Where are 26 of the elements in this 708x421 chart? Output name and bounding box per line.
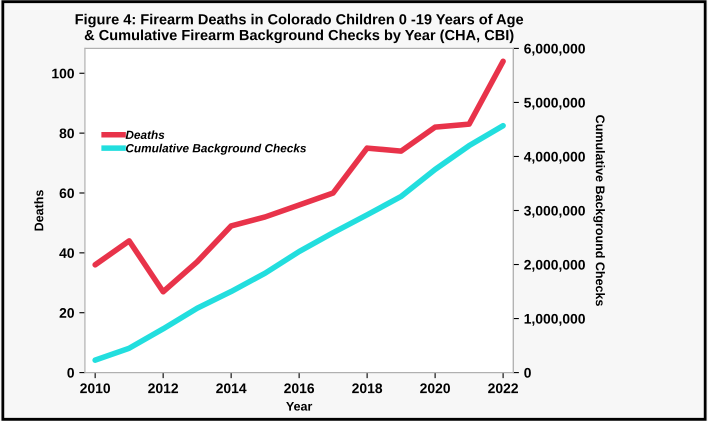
y-tick-label: 20 xyxy=(60,308,74,318)
legend-label: Deaths xyxy=(126,130,164,140)
y2-tick-label: 4,000,000 xyxy=(524,152,585,164)
y2-tick-label: 1,000,000 xyxy=(524,314,585,326)
y2-tick-label: 5,000,000 xyxy=(524,98,585,110)
y-tick-label: 100 xyxy=(52,68,74,78)
x-tick-label: 2016 xyxy=(284,383,314,394)
x-tick-label: 2020 xyxy=(420,383,450,394)
y-tick-label: 40 xyxy=(59,248,74,258)
x-axis-title: Year xyxy=(286,402,312,411)
x-tick-label: 2014 xyxy=(216,383,247,394)
y2-tick-label: 2,000,000 xyxy=(524,260,585,272)
y2-tick-label: 3,000,000 xyxy=(524,206,585,218)
y-tick-label: 60 xyxy=(60,188,74,198)
x-tick-label: 2018 xyxy=(352,383,382,394)
chart-title: Figure 4: Firearm Deaths in Colorado Children 0 -19 Years of Age & Cumulative Firearm Background Checks by Year (CHA, CBI) xyxy=(76,14,524,44)
y-axis-title: Deaths xyxy=(34,190,44,231)
y-tick-label: 0 xyxy=(67,368,74,378)
x-tick-label: 2012 xyxy=(148,383,178,394)
y2-axis-title: Cumulative Background Checks xyxy=(593,115,605,306)
x-tick-label: 2022 xyxy=(488,383,518,394)
legend-label: Cumulative Background Checks xyxy=(126,144,306,155)
x-tick-label: 2010 xyxy=(80,383,110,394)
y2-tick-label: 0 xyxy=(524,368,531,378)
y-tick-label: 80 xyxy=(60,128,74,138)
y2-tick-label: 6,000,000 xyxy=(524,44,585,56)
